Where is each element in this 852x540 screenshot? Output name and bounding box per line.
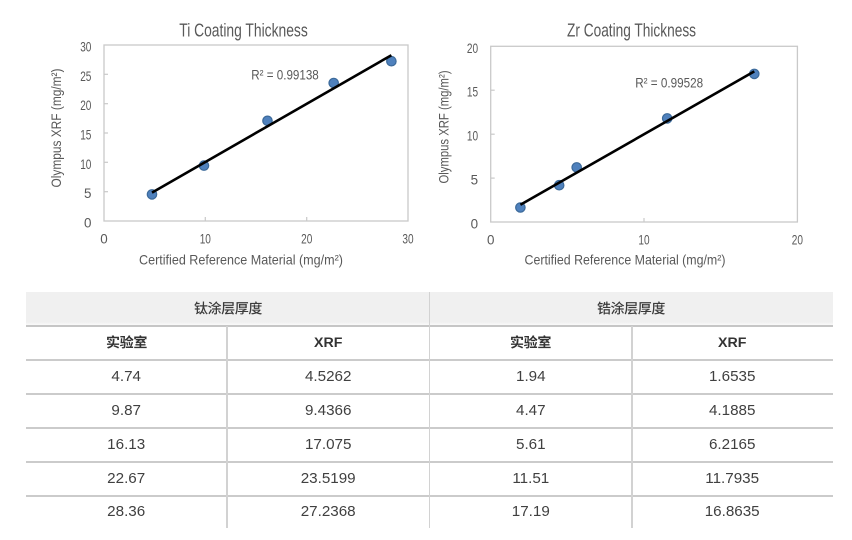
- svg-text:20: 20: [792, 233, 803, 248]
- svg-text:5: 5: [84, 186, 91, 201]
- svg-text:20: 20: [467, 41, 478, 56]
- svg-text:Zr Coating Thickness: Zr Coating Thickness: [567, 21, 696, 41]
- svg-text:30: 30: [80, 40, 91, 55]
- svg-text:20: 20: [80, 98, 91, 113]
- svg-text:Ti Coating Thickness: Ti Coating Thickness: [179, 21, 308, 41]
- svg-text:0: 0: [471, 217, 478, 232]
- svg-text:R² = 0.99528: R² = 0.99528: [635, 76, 703, 91]
- svg-text:0: 0: [84, 216, 91, 231]
- svg-text:Certified Reference Material (: Certified Reference Material (mg/m²): [525, 253, 726, 268]
- svg-text:10: 10: [467, 129, 478, 144]
- svg-text:Olympus XRF (mg/m²): Olympus XRF (mg/m²): [437, 70, 452, 183]
- svg-text:15: 15: [80, 128, 91, 143]
- svg-text:30: 30: [402, 232, 413, 247]
- svg-text:Certified Reference Material (: Certified Reference Material (mg/m²): [139, 253, 343, 268]
- svg-text:10: 10: [638, 233, 649, 248]
- svg-text:0: 0: [487, 233, 494, 248]
- svg-text:10: 10: [200, 232, 211, 247]
- svg-text:20: 20: [301, 232, 312, 247]
- svg-text:25: 25: [80, 69, 91, 84]
- svg-text:10: 10: [80, 157, 91, 172]
- svg-text:R² = 0.99138: R² = 0.99138: [251, 68, 319, 83]
- svg-text:15: 15: [467, 85, 478, 100]
- svg-text:0: 0: [100, 232, 107, 247]
- svg-text:Olympus XRF (mg/m²): Olympus XRF (mg/m²): [49, 69, 64, 188]
- svg-text:5: 5: [471, 173, 478, 188]
